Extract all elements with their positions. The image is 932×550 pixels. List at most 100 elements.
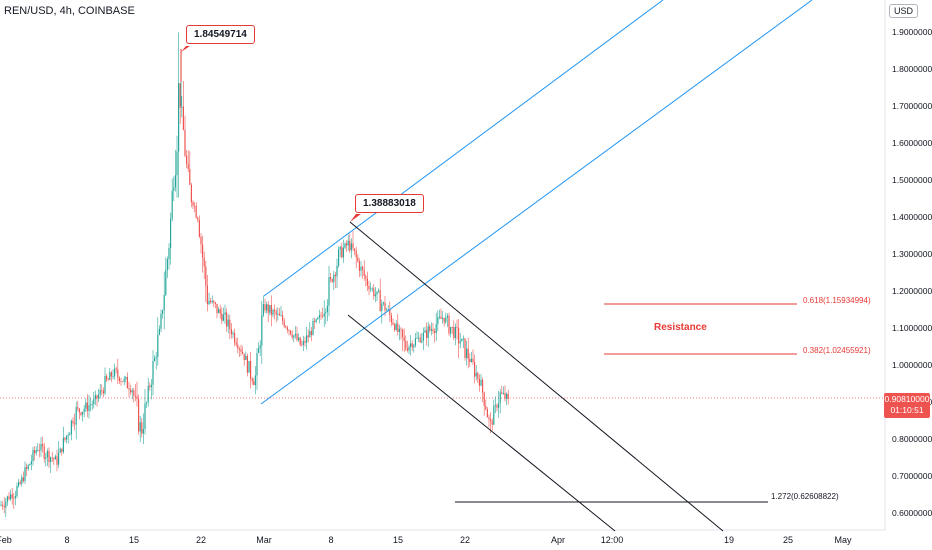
high-callout-pointer — [181, 46, 190, 52]
candle-body — [54, 456, 56, 460]
symbol-title: REN/USD, 4h, COINBASE — [4, 5, 135, 17]
candle-body — [366, 278, 368, 286]
candle-body — [150, 384, 152, 388]
candle-body — [66, 435, 68, 440]
candle-body — [146, 402, 148, 404]
candle-body — [46, 450, 48, 458]
candle-body — [194, 205, 196, 207]
candle-body — [48, 450, 50, 463]
candle-body — [74, 423, 76, 425]
candle-body — [195, 206, 197, 218]
candle-body — [261, 314, 263, 346]
candle-body — [32, 449, 34, 462]
candle-body — [43, 446, 45, 459]
candle-body — [506, 393, 508, 399]
high-callout-label[interactable]: 1.84549714 — [186, 25, 255, 44]
candle-body — [437, 317, 439, 325]
candle-body — [451, 326, 453, 328]
candle-body — [283, 320, 285, 327]
candle-body — [482, 379, 484, 393]
candle-body — [442, 317, 444, 319]
candle-body — [85, 402, 87, 409]
candle-body — [475, 372, 477, 377]
time-tick-label: 22 — [459, 535, 471, 545]
candle-body — [226, 312, 228, 327]
candle-body — [301, 344, 303, 346]
candle-body — [104, 376, 106, 394]
candle-body — [290, 330, 292, 335]
candle-body — [227, 319, 229, 327]
candle-body — [282, 315, 284, 321]
time-tick-label: 8 — [64, 535, 70, 545]
candle-body — [445, 317, 447, 323]
resistance-label: Resistance — [654, 322, 707, 333]
candle-body — [93, 399, 95, 405]
candle-body — [386, 309, 388, 311]
candle-body — [254, 375, 256, 386]
candle-body — [293, 335, 295, 338]
candle-body — [424, 330, 426, 333]
candle-body — [413, 345, 415, 348]
candle-body — [410, 343, 412, 347]
candle-body — [299, 337, 301, 345]
candle-body — [507, 393, 509, 400]
candle-body — [296, 333, 298, 341]
candle-body — [440, 316, 442, 319]
candle-body — [83, 408, 85, 413]
candle-body — [325, 312, 327, 314]
fib-382-label: 0.382(1.02455921) — [803, 346, 871, 355]
lower-high-callout-pointer — [350, 214, 361, 222]
candle-body — [101, 389, 103, 391]
candle-body — [211, 300, 213, 303]
candle-body — [435, 324, 437, 333]
currency-button[interactable]: USD — [888, 4, 918, 18]
candle-body — [149, 385, 151, 388]
candle-body — [106, 376, 108, 380]
price-tick-label: 0.60000000 — [892, 508, 932, 518]
candle-body — [314, 320, 316, 322]
candle-body — [269, 305, 271, 313]
candle-body — [53, 458, 55, 460]
candle-body — [82, 412, 84, 415]
candle-body — [243, 353, 245, 360]
candle-body — [403, 337, 405, 341]
candle-body — [120, 381, 122, 382]
candle-body — [229, 319, 231, 330]
candle-body — [446, 315, 448, 318]
candle-body — [184, 129, 186, 156]
candle-body — [294, 333, 296, 336]
candle-body — [382, 302, 384, 304]
channel-lower-line — [260, 0, 813, 405]
candle-body — [165, 270, 167, 295]
candle-body — [6, 496, 8, 502]
candle-body — [250, 361, 252, 379]
candle-body — [400, 328, 402, 330]
candle-body — [264, 304, 266, 311]
candle-body — [222, 314, 224, 321]
candle-body — [58, 452, 60, 465]
candle-body — [414, 338, 416, 346]
candle-body — [486, 409, 488, 418]
candle-body — [256, 353, 258, 376]
candle-body — [298, 337, 300, 341]
candle-body — [144, 403, 146, 429]
candle-body — [371, 288, 373, 290]
candle-body — [118, 377, 120, 382]
candle-body — [205, 266, 207, 286]
candle-body — [384, 302, 386, 311]
candle-body — [352, 243, 354, 249]
candle-body — [467, 348, 469, 359]
candle-body — [504, 392, 506, 399]
candle-body — [90, 404, 92, 406]
descending-lower-trendline — [347, 314, 616, 532]
candle-body — [0, 504, 2, 506]
time-tick-label: Apr — [550, 535, 566, 545]
candle-body — [341, 246, 343, 258]
lower-high-callout-label[interactable]: 1.38883018 — [355, 194, 424, 213]
candle-body — [443, 317, 445, 323]
candle-body — [358, 261, 360, 271]
candle-body — [474, 362, 476, 377]
candle-body — [251, 378, 253, 382]
